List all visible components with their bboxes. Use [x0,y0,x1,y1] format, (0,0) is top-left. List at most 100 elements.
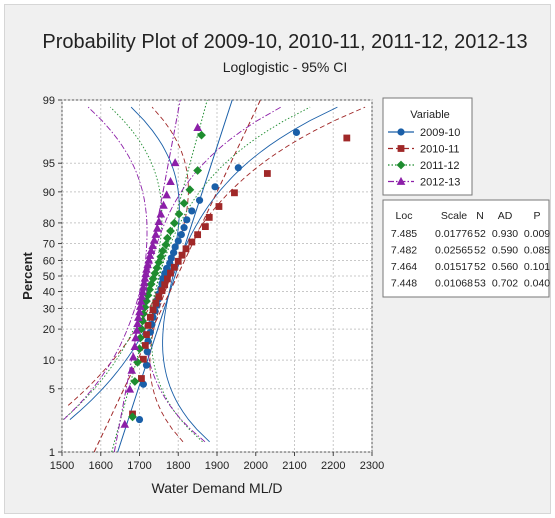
data-point-2009-10 [139,380,147,388]
data-point-2011-12 [145,285,154,295]
stats-cell: 7.464 [391,261,417,273]
data-point-2012-13 [143,260,152,269]
x-tick-label: 2100 [282,460,306,472]
data-point-2010-11 [143,331,150,338]
y-tick-label: 10 [43,355,55,367]
data-point-2012-13 [156,209,166,218]
data-point-2011-12 [197,130,206,140]
fit-line-2011-12 [111,99,208,453]
y-axis-label: Percent [20,251,35,299]
data-point-2010-11 [205,214,213,221]
data-point-2012-13 [159,200,168,209]
data-point-2012-13 [154,217,164,226]
stats-cell: 0.009 [524,228,550,240]
x-tick-label: 2000 [244,460,268,472]
data-point-2011-12 [166,226,175,236]
chart-subtitle: Loglogistic - 95% CI [223,59,348,75]
stats-table-cells: Loc Scale N AD P7.485 0.01776 52 0.930 0.0097.48… [391,210,550,290]
data-point-2009-10 [174,237,182,245]
ci-band-2011-12 [150,106,311,443]
data-point-2010-11 [144,321,152,329]
data-point-2011-12 [161,240,171,250]
stats-cell: 7.485 [391,228,417,240]
data-point-2012-13 [170,158,180,167]
data-point-2009-10 [142,361,151,369]
data-point-2012-13 [131,333,140,342]
data-point-2010-11 [263,170,271,177]
stats-cell: 52 [474,228,486,240]
data-point-2010-11 [215,203,223,210]
data-point-2012-13 [162,190,171,199]
data-point-2012-13 [136,296,146,305]
stats-cell: 7.482 [391,245,417,257]
fit-line-2012-13 [113,99,181,453]
data-point-2010-11 [231,189,238,197]
data-point-2010-11 [149,306,157,314]
legend-marker [396,176,406,185]
data-point-2010-11 [141,342,149,349]
stats-cell: 0.560 [492,261,518,273]
data-point-2011-12 [135,344,144,354]
stats-cell: 0.01776 [435,228,473,240]
axis-ticks: 1500 1600 1700 1800 1900 2000 2100 2200 2300 1 5 10… [43,95,384,472]
data-point-2010-11 [155,293,163,301]
data-point-2012-13 [151,229,161,238]
data-point-2010-11 [178,251,186,259]
fit-line-2010-11 [93,99,261,453]
legend-marker [397,128,405,136]
data-point-2010-11 [164,275,171,283]
data-point-2009-10 [171,243,179,251]
stats-cell: 0.01068 [435,278,473,290]
stats-cell: 0.01517 [435,261,473,273]
data-point-2012-13 [135,301,145,310]
data-point-2011-12 [163,233,172,243]
stats-header: AD [498,210,513,222]
data-point-2010-11 [188,238,196,246]
data-point-2010-11 [152,299,160,307]
ci-band-2012-13 [63,106,148,420]
y-tick-label: 30 [43,303,55,315]
data-point-2010-11 [138,375,145,382]
data-point-2012-13 [145,250,155,259]
data-point-2010-11 [194,231,202,239]
stats-header: P [533,210,540,222]
data-point-2012-13 [153,223,162,232]
data-point-2012-13 [132,325,142,334]
data-point-2009-10 [167,254,175,262]
legend-title: Variable [410,109,450,121]
data-point-2009-10 [143,348,151,356]
y-tick-label: 20 [43,324,55,336]
data-point-2009-10 [195,196,204,204]
data-point-2009-10 [183,216,191,224]
data-point-2012-13 [140,273,150,282]
stats-header: N [476,210,484,222]
x-tick-label: 1900 [205,460,229,472]
data-point-2012-13 [135,307,144,316]
data-point-2012-13 [133,319,142,328]
y-tick-label: 90 [43,187,55,199]
data-point-2012-13 [193,123,202,132]
data-point-2012-13 [125,384,135,393]
stats-cell: 0.040 [524,278,550,290]
y-tick-label: 99 [43,95,55,107]
data-point-2010-11 [201,223,209,231]
data-point-2009-10 [211,183,219,191]
data-point-2009-10 [177,230,185,239]
stats-table [382,199,550,298]
legend-label: 2009-10 [420,127,460,139]
data-point-2011-12 [130,377,140,386]
data-point-2010-11 [174,257,182,265]
y-tick-label: 1 [49,447,55,459]
data-point-2010-11 [158,287,166,295]
data-point-2011-12 [179,198,189,208]
y-tick-label: 95 [43,158,55,170]
data-point-2012-13 [148,240,157,249]
data-point-2010-11 [343,134,351,142]
x-tick-label: 2300 [360,460,384,472]
stats-cell: 0.085 [524,245,550,257]
data-point-2012-13 [146,246,156,255]
data-point-2011-12 [128,412,137,422]
data-point-2009-10 [135,415,144,424]
data-point-2012-13 [137,291,147,300]
